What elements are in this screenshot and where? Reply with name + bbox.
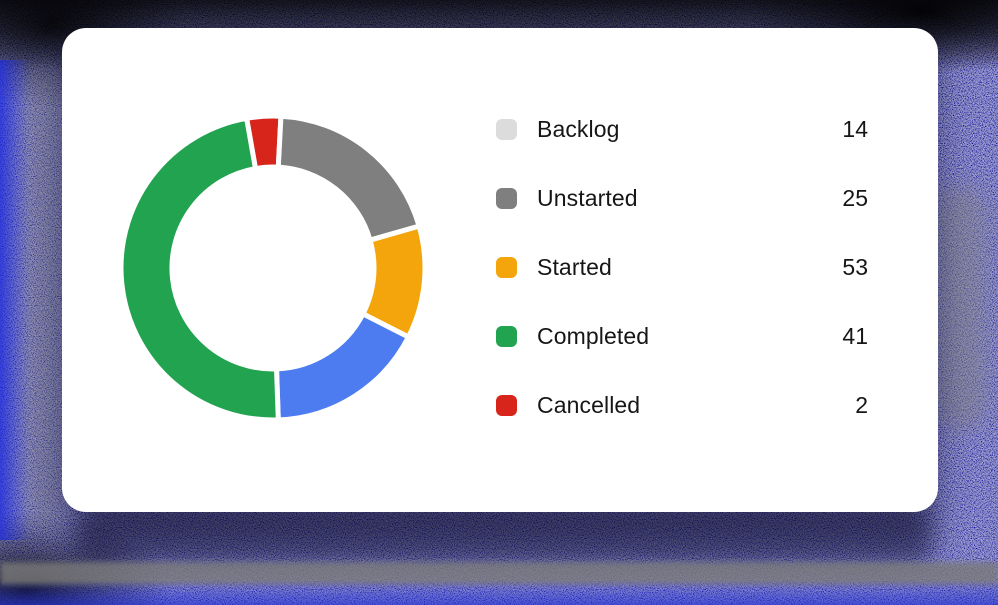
legend-label: Completed: [537, 322, 650, 349]
legend-row-backlog[interactable]: Backlog 14: [496, 114, 868, 144]
legend-row-started[interactable]: Started 53: [496, 252, 868, 282]
legend-value: 53: [842, 253, 868, 280]
legend-swatch-backlog: [496, 118, 517, 140]
donut-segment-completed[interactable]: [118, 115, 281, 423]
donut-segment-blue[interactable]: [274, 311, 411, 423]
donut-chart: [108, 103, 438, 433]
legend-value: 41: [842, 322, 868, 349]
donut-chart-svg: [118, 113, 428, 423]
legend-row-completed[interactable]: Completed 41: [496, 321, 868, 351]
legend-swatch-cancelled: [496, 394, 517, 416]
legend-swatch-unstarted: [496, 187, 517, 209]
legend-value: 2: [855, 391, 868, 418]
donut-segment-unstarted[interactable]: [275, 113, 422, 243]
legend-row-cancelled[interactable]: Cancelled 2: [496, 390, 868, 420]
legend-row-unstarted[interactable]: Unstarted 25: [496, 183, 868, 213]
legend-label: Backlog: [537, 115, 620, 142]
legend-swatch-completed: [496, 325, 517, 347]
legend-value: 25: [842, 184, 868, 211]
chart-legend: Backlog 14 Unstarted 25 Started 53 Compl…: [496, 114, 868, 420]
legend-label: Started: [537, 253, 612, 280]
chart-card: Backlog 14 Unstarted 25 Started 53 Compl…: [62, 28, 938, 512]
legend-swatch-started: [496, 256, 517, 278]
legend-label: Unstarted: [537, 184, 638, 211]
legend-label: Cancelled: [537, 391, 641, 418]
legend-value: 14: [842, 115, 868, 142]
